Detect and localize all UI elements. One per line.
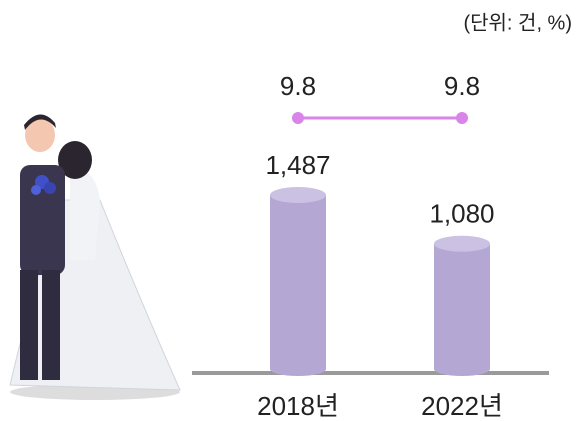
line-point [456,112,468,124]
value-label: 1,487 [265,150,330,180]
bar [434,243,490,369]
line-point [292,112,304,124]
x-tick-label: 2018년 [257,391,339,421]
value-label: 9.8 [444,71,480,101]
bar-top [434,235,490,252]
unit-note: (단위: 건, %) [463,11,572,34]
couple-illustration [9,114,181,400]
x-tick-label: 2022년 [421,391,503,421]
value-label: 1,080 [429,199,494,229]
bar-top [270,187,326,203]
bar [270,195,326,369]
value-label: 9.8 [280,71,316,101]
